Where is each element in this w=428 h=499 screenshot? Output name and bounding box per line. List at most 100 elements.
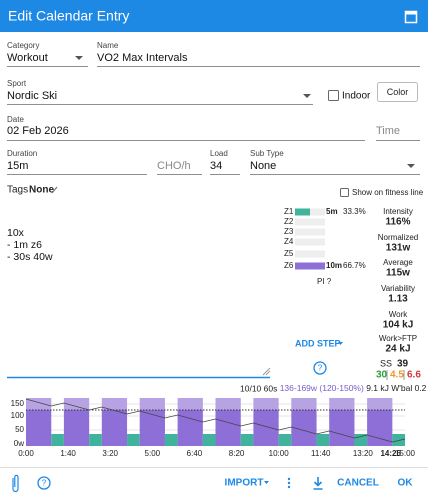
description-line: - 30s 40w [7, 251, 53, 263]
stat-label: Work>FTP [379, 334, 417, 343]
x-axis-label: 8:20 [229, 449, 245, 458]
menu-dot[interactable] [287, 481, 291, 485]
x-axis-label: 14:26 [380, 449, 401, 458]
zone-percent: 66.7% [343, 261, 366, 270]
interval-info-part: 9.1 kJ W'bal 0.2 kJ [364, 383, 428, 393]
stat-label: Variability [381, 284, 415, 293]
attach-icon[interactable] [12, 474, 19, 493]
dropdown-arrow[interactable] [407, 164, 415, 168]
ss-breakdown: 6.6 [407, 370, 421, 381]
help-icon[interactable] [313, 361, 327, 375]
stat-value: 39 [397, 359, 409, 370]
description-line: 10x [7, 227, 25, 239]
interval-off [316, 434, 330, 446]
zone-label: Z6 [284, 261, 294, 270]
x-axis-label: 3:20 [102, 449, 118, 458]
field-value: 15m [7, 160, 28, 172]
zone-label: Z2 [284, 217, 294, 226]
interval-range [177, 398, 203, 410]
interval-off [164, 434, 178, 446]
interval-range [291, 398, 317, 410]
zone-track [295, 208, 325, 216]
interval-range [329, 398, 355, 410]
x-axis-label: 5:00 [145, 449, 161, 458]
stat-value: 115w [386, 268, 410, 279]
field-label: Category [7, 41, 39, 50]
zone-track [295, 238, 325, 246]
menu-dot[interactable] [287, 485, 291, 489]
interval-on [139, 410, 165, 446]
interval-range [215, 398, 241, 410]
zone-label: Z1 [284, 207, 294, 216]
zone-label: Z4 [284, 237, 294, 246]
interval-on [253, 410, 279, 446]
x-axis-label: 11:40 [311, 449, 331, 458]
x-axis-label: 15:00 [395, 449, 416, 458]
dropdown-arrow[interactable] [338, 342, 343, 345]
interval-off [51, 434, 64, 446]
download-icon[interactable] [313, 477, 323, 490]
interval-on [26, 410, 52, 446]
interval-off [89, 434, 102, 446]
field-label: Duration [7, 149, 37, 158]
x-axis-label: 10:00 [269, 449, 290, 458]
interval-off [202, 434, 216, 446]
add-step-button[interactable]: ADD STEP [295, 338, 341, 348]
footer-button[interactable]: CANCEL [337, 478, 379, 489]
field-label: Sport [7, 79, 27, 88]
footer-button[interactable]: OK [398, 478, 414, 489]
checkbox-label: Show on fitness line [352, 188, 424, 197]
help-glyph: ? [318, 364, 323, 373]
stat-label: Work [389, 310, 409, 319]
zone-label: Z3 [284, 227, 294, 236]
description-line: - 1m z6 [7, 239, 42, 251]
interval-on [63, 410, 90, 446]
interval-info-part: 136-169w (120-150%) [277, 383, 364, 393]
checkbox[interactable] [328, 90, 339, 101]
maximize-icon[interactable] [404, 10, 418, 24]
header-bar [0, 0, 428, 32]
zone-track [295, 228, 325, 236]
field-label: Name [97, 41, 119, 50]
pi-label: PI ? [317, 277, 332, 286]
interval-off [240, 434, 254, 446]
footer-button[interactable]: IMPORT [225, 478, 264, 489]
checkbox-label: Indoor [342, 91, 371, 102]
x-axis-label: 0:00 [18, 449, 34, 458]
zone-label: Z5 [284, 249, 294, 258]
menu-dot[interactable] [287, 477, 291, 481]
stat-label: SS [380, 358, 392, 368]
stat-value: 24 kJ [385, 344, 410, 355]
interval-off [278, 434, 292, 446]
ss-breakdown: 4.5 [390, 370, 404, 381]
interval-range [367, 398, 393, 410]
stat-label: Intensity [383, 207, 413, 216]
field-placeholder: CHO/h [157, 160, 191, 172]
dialog-title: Edit Calendar Entry [8, 8, 129, 24]
zone-bar [295, 262, 326, 270]
field-value: 02 Feb 2026 [7, 125, 69, 137]
zone-bar [295, 208, 310, 216]
zone-time: 5m [326, 207, 338, 216]
interval-on [367, 410, 393, 446]
tags-value: None [29, 185, 54, 196]
edit-icon[interactable] [51, 186, 58, 194]
interval-range [139, 398, 165, 410]
interval-on [215, 410, 241, 446]
ss-breakdown: 30 [376, 370, 388, 381]
field-value: 34 [210, 160, 222, 172]
dropdown-arrow[interactable] [303, 94, 311, 98]
interval-off [392, 434, 405, 446]
interval-range [101, 398, 128, 410]
field-placeholder: Time [376, 125, 400, 137]
color-button[interactable] [377, 82, 418, 102]
dropdown-arrow[interactable] [264, 481, 269, 484]
help-icon[interactable] [37, 476, 51, 490]
help-glyph: ? [42, 479, 47, 488]
y-axis-label: 50 [15, 425, 24, 434]
x-axis-label: 6:40 [187, 449, 203, 458]
checkbox[interactable] [340, 188, 349, 197]
interval-range [253, 398, 279, 410]
dropdown-arrow[interactable] [75, 56, 83, 60]
zone-percent: 33.3% [343, 207, 366, 216]
